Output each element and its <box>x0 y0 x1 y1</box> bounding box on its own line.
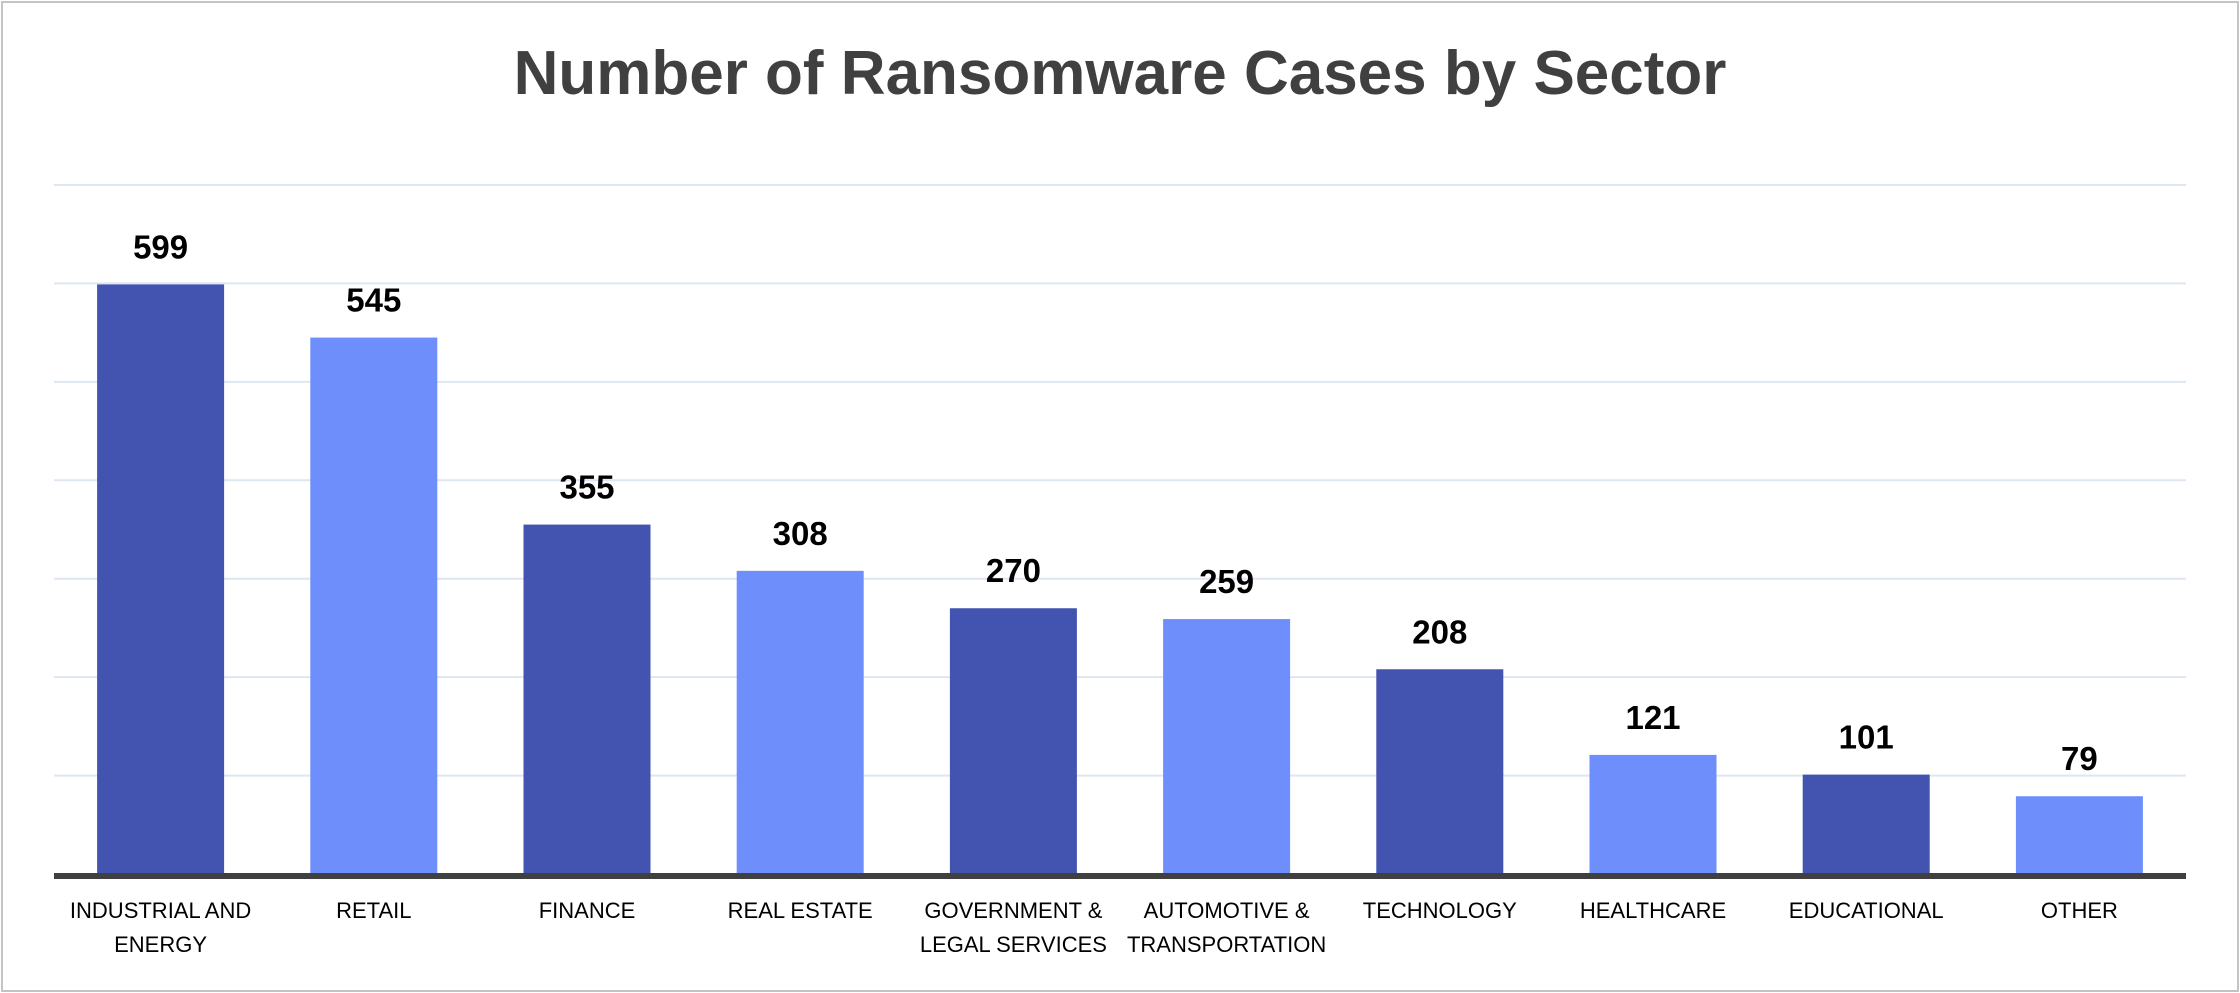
bar <box>736 570 864 874</box>
data-label: 599 <box>133 228 188 265</box>
data-label: 259 <box>1199 563 1254 600</box>
data-label: 79 <box>2061 740 2098 777</box>
data-label: 545 <box>346 282 401 319</box>
bar <box>97 284 225 875</box>
bar <box>2015 796 2143 874</box>
bar <box>523 524 651 874</box>
category-label: REAL ESTATE <box>728 898 873 923</box>
bar <box>1589 754 1717 874</box>
chart-title: Number of Ransomware Cases by Sector <box>513 39 1727 108</box>
data-label: 355 <box>559 469 614 506</box>
category-label: TECHNOLOGY <box>1363 898 1517 923</box>
category-label: RETAIL <box>336 898 411 923</box>
bar <box>310 337 438 874</box>
category-label: TRANSPORTATION <box>1127 932 1326 957</box>
category-label: AUTOMOTIVE & <box>1144 898 1310 923</box>
category-label: ENERGY <box>114 932 207 957</box>
bar <box>1163 619 1291 874</box>
bar <box>1802 774 1930 874</box>
category-label: INDUSTRIAL AND <box>70 898 251 923</box>
category-label: GOVERNMENT & <box>924 898 1102 923</box>
data-label: 101 <box>1839 719 1894 756</box>
data-label: 270 <box>986 552 1041 589</box>
category-label: EDUCATIONAL <box>1789 898 1944 923</box>
bar <box>1376 669 1504 874</box>
data-label: 308 <box>773 515 828 552</box>
data-label: 208 <box>1412 613 1467 650</box>
category-label: LEGAL SERVICES <box>920 932 1107 957</box>
bar <box>949 608 1077 874</box>
category-label: FINANCE <box>539 898 636 923</box>
category-label: HEALTHCARE <box>1580 898 1726 923</box>
data-label: 121 <box>1625 699 1680 736</box>
category-label: OTHER <box>2041 898 2118 923</box>
